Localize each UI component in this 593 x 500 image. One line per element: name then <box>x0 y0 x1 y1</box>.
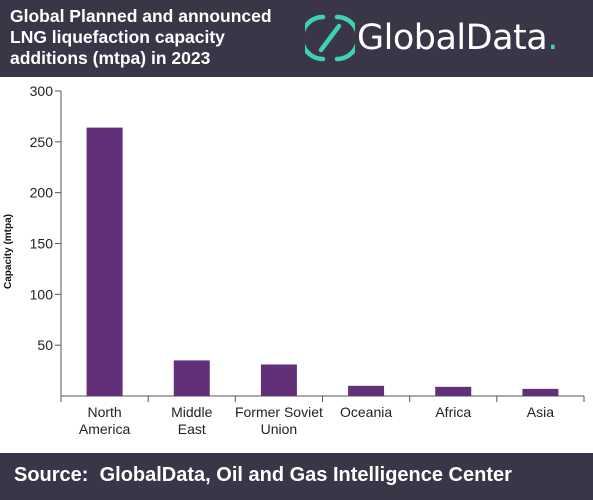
bar-4 <box>435 386 472 396</box>
footer-banner: Source: GlobalData, Oil and Gas Intellig… <box>0 453 593 500</box>
y-axis-title: Capacity (mtpa) <box>3 214 14 289</box>
chart-title-line-1: Global Planned and announced <box>10 6 272 26</box>
source-note: Source: GlobalData, Oil and Gas Intellig… <box>14 464 512 486</box>
bar-1 <box>173 360 210 396</box>
y-tick-label: 50 <box>37 337 53 353</box>
globaldata-mark-icon <box>305 14 355 62</box>
chart-title-line-3: additions (mtpa) in 2023 <box>10 48 211 68</box>
x-tick-label: America <box>79 421 131 437</box>
chart-title: Global Planned and announced LNG liquefa… <box>10 6 310 69</box>
bar-0 <box>86 127 123 396</box>
bar-5 <box>522 388 559 396</box>
y-tick-label: 150 <box>30 236 54 252</box>
y-tick-label: 300 <box>30 83 54 99</box>
x-tick-label: Former Soviet <box>235 404 323 420</box>
globaldata-logo: GlobalData. <box>305 8 590 68</box>
brand-name-text: GlobalData <box>357 18 548 58</box>
brand-dot: . <box>547 18 558 58</box>
chart-canvas: 50 100 150 200 250 300 Capacity (mtpa) NorthAme… <box>3 83 585 437</box>
y-tick-label: 250 <box>30 134 54 150</box>
chart-title-line-2: LNG liquefaction capacity <box>10 27 225 47</box>
y-tick-label: 100 <box>30 286 54 302</box>
x-tick-label: Oceania <box>340 404 392 420</box>
x-tick-label: East <box>178 421 206 437</box>
x-tick-label: Union <box>261 421 298 437</box>
bar-3 <box>348 385 385 396</box>
x-tick-label: Africa <box>435 404 471 420</box>
brand-name: GlobalData. <box>357 18 558 58</box>
header-banner: Global Planned and announced LNG liquefa… <box>0 0 593 77</box>
bar-chart: 50 100 150 200 250 300 Capacity (mtpa) North Ame… <box>0 77 593 447</box>
x-tick-label: Middle <box>171 404 212 420</box>
x-tick-label: Asia <box>527 404 554 420</box>
y-tick-label: 200 <box>30 185 54 201</box>
bar-2 <box>260 364 297 396</box>
x-tick-label: North <box>87 404 121 420</box>
